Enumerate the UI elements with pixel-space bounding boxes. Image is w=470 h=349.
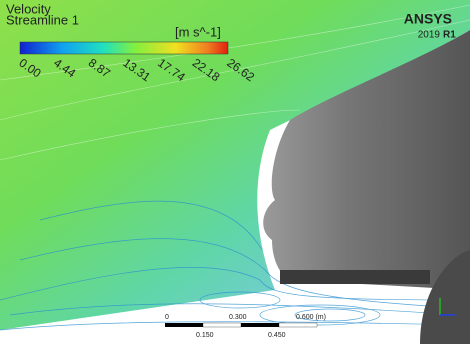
logo-version: 2019: [418, 30, 441, 41]
legend-unit: [m s^-1]: [175, 24, 221, 39]
scale-segment: [165, 323, 203, 327]
scale-label: 0.300: [229, 314, 247, 321]
scale-label: 0.150: [196, 332, 214, 339]
scale-segment: [279, 323, 317, 327]
logo-release: R1: [443, 30, 456, 41]
scale-label: 0.450: [268, 332, 286, 339]
scale-bar: [165, 323, 317, 327]
scale-segment: [241, 323, 279, 327]
colorbar: [20, 42, 228, 54]
car-underbody: [280, 270, 430, 284]
scale-label: 0.600 (m): [296, 314, 326, 321]
scale-label: 0: [165, 314, 169, 321]
scale-segment: [203, 323, 241, 327]
legend-subtitle: Streamline 1: [6, 12, 79, 27]
logo-brand: ANSYS: [404, 11, 452, 27]
cfd-view: Velocity Streamline 1 [m s^-1] 0.004.448…: [0, 0, 470, 344]
